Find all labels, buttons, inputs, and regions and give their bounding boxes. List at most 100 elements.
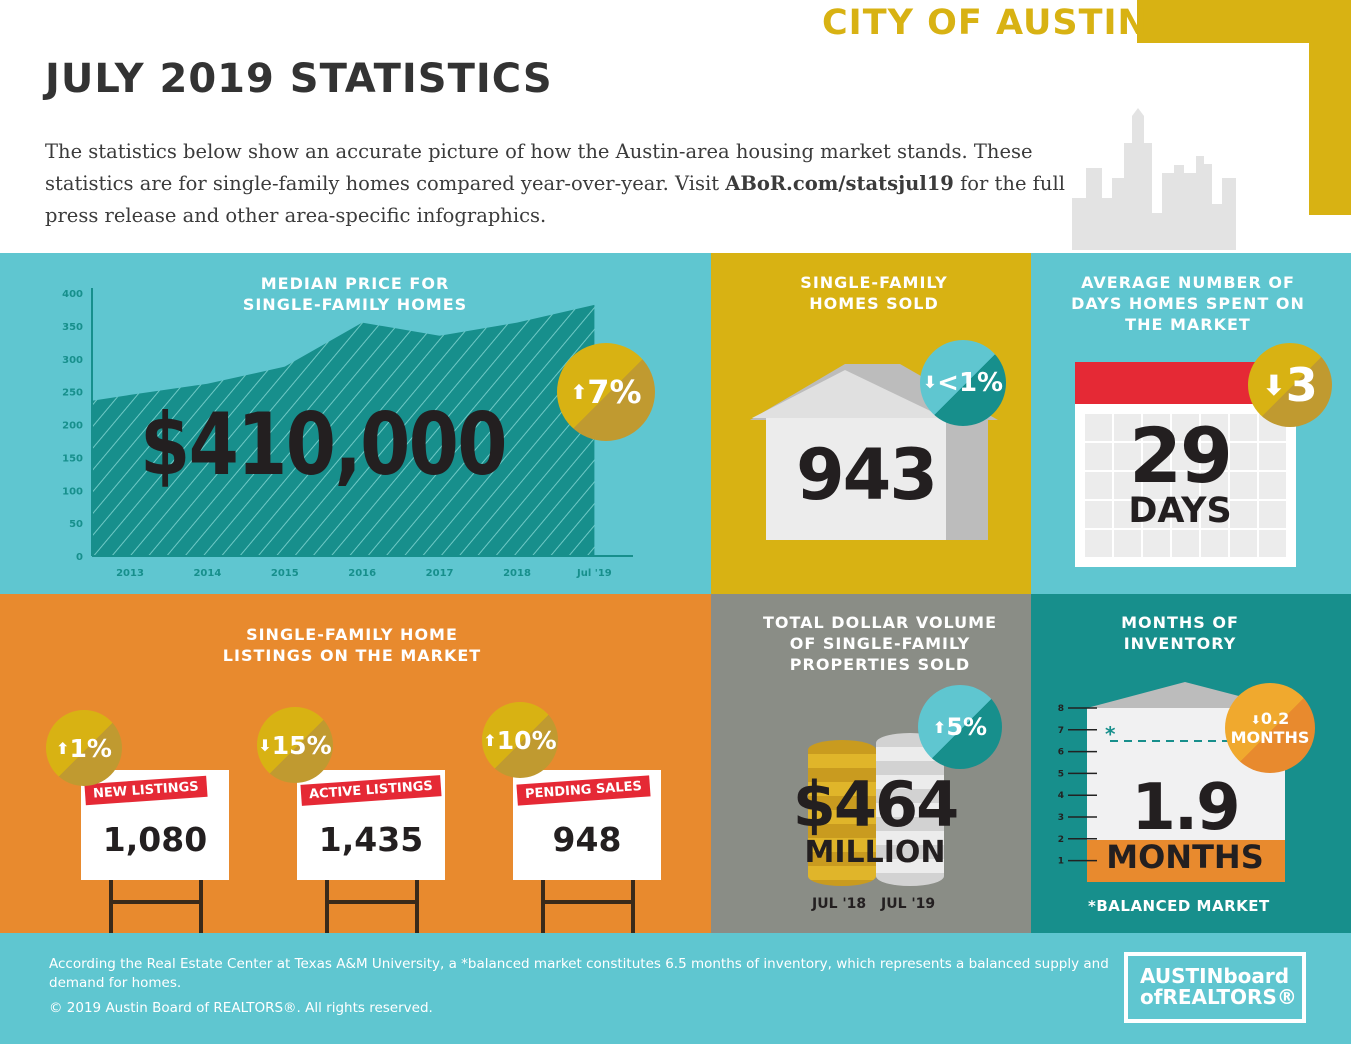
footer-note: According the Real Estate Center at Texa… — [49, 956, 1109, 991]
page-title: JULY 2019 STATISTICS — [45, 56, 553, 102]
dollar-volume-title: TOTAL DOLLAR VOLUME OF SINGLE-FAMILY PROPE… — [740, 612, 1020, 675]
title-line: AVERAGE NUMBER OF — [1081, 273, 1295, 292]
x-tick-label: Jul '19 — [576, 568, 612, 579]
change-value: 5% — [946, 713, 988, 741]
median-price-value: $410,000 — [140, 395, 508, 495]
intro-text: The statistics below show an accurate pi… — [45, 136, 1105, 232]
intro-part: for the full press release and other are… — [45, 172, 1065, 227]
change-value: 3 — [1285, 358, 1318, 412]
scale-tick-label: 7 — [1058, 726, 1064, 736]
house-icon — [750, 364, 998, 540]
median-price-change-badge: ⬆ 7% — [557, 343, 655, 441]
listing-value: 1,080 — [102, 820, 208, 859]
footer-copyright: © 2019 Austin Board of REALTORS®. All ri… — [49, 1000, 433, 1016]
change-value: 7% — [587, 373, 642, 411]
arrow-down-icon: ⬇ — [1262, 368, 1286, 402]
title-line: SINGLE-FAMILY HOME — [246, 625, 458, 644]
abor-logo[interactable]: AUSTINboard ofREALTORS® — [1124, 952, 1306, 1023]
x-tick-label: 2018 — [503, 568, 531, 579]
median-price-chart: 0 50 100 150 200 250 300 350 400 2013 2014 2015 2016… — [62, 288, 633, 579]
x-tick-label: 2016 — [348, 568, 376, 579]
title-line: LISTINGS ON THE MARKET — [222, 646, 482, 665]
y-tick-label: 200 — [62, 421, 83, 432]
listing-label: ACTIVE LISTINGS — [300, 775, 442, 806]
skyline-icon — [1072, 108, 1236, 250]
change-value: <1% — [937, 368, 1004, 398]
label-jul18: JUL '18 — [812, 896, 867, 912]
coin-stack-jul18-icon — [808, 740, 876, 886]
scale-tick-label: 2 — [1058, 835, 1064, 845]
change-value: 0.2 — [1260, 708, 1290, 728]
label-jul19: JUL '19 — [881, 896, 936, 912]
homes-sold-value: 943 — [795, 434, 938, 516]
median-price-title: MEDIAN PRICE FOR SINGLE-FAMILY HOMES — [205, 273, 505, 315]
change-value: 15% — [271, 730, 332, 760]
title-line: INVENTORY — [1123, 634, 1237, 653]
change-unit: MONTHS — [1230, 727, 1310, 747]
days-change-badge: ⬇ 3 — [1248, 343, 1332, 427]
listing-value: 1,435 — [318, 820, 424, 859]
listing-sign: ACTIVE LISTINGS 1,435 — [297, 770, 445, 880]
sign-post — [325, 878, 329, 933]
listing-change-badge: ⬆ 1% — [46, 710, 122, 786]
inventory-value: 1.9 — [1131, 771, 1240, 845]
logo-line: AUSTINboard — [1140, 964, 1290, 988]
x-tick-label: 2014 — [193, 568, 221, 579]
title-line: MEDIAN PRICE FOR — [260, 274, 450, 293]
change-value: 10% — [496, 725, 557, 755]
sign-rail — [325, 900, 419, 904]
homes-sold-change-badge: ⬇ <1% — [920, 340, 1006, 426]
title-line: PROPERTIES SOLD — [789, 655, 971, 674]
sign-post — [541, 878, 545, 933]
y-tick-label: 250 — [62, 388, 83, 399]
scale-tick-label: 4 — [1058, 791, 1064, 801]
y-tick-label: 300 — [62, 355, 83, 366]
scale-tick-label: 6 — [1058, 748, 1064, 758]
listing-label: PENDING SALES — [516, 775, 651, 806]
days-unit: DAYS — [1128, 491, 1232, 531]
title-line: THE MARKET — [1125, 315, 1251, 334]
arrow-down-icon: ⬇ — [922, 373, 938, 393]
arrow-up-icon: ⬆ — [932, 717, 947, 737]
x-tick-label: 2015 — [271, 568, 299, 579]
change-value: 1% — [69, 733, 112, 763]
title-line: MONTHS OF — [1121, 613, 1239, 632]
arrow-up-icon: ⬆ — [56, 738, 70, 758]
arrow-down-icon: ⬇ — [1250, 712, 1261, 727]
scale-tick-label: 1 — [1058, 857, 1064, 867]
sign-post — [109, 878, 113, 933]
arrow-up-icon: ⬆ — [570, 380, 588, 404]
sign-post — [199, 878, 203, 933]
scale-tick-label: 3 — [1058, 813, 1064, 823]
sign-post — [415, 878, 419, 933]
logo-line: ofREALTORS® — [1140, 985, 1297, 1009]
arrow-down-icon: ⬇ — [258, 735, 272, 755]
inventory-title: MONTHS OF INVENTORY — [1080, 612, 1280, 654]
gold-frame-side — [1309, 0, 1351, 215]
dollar-volume-value: $464 — [792, 768, 960, 841]
days-title: AVERAGE NUMBER OF DAYS HOMES SPENT ON THE … — [1051, 272, 1325, 335]
listing-sign: PENDING SALES 948 — [513, 770, 661, 880]
inventory-unit: MONTHS — [1106, 838, 1264, 876]
arrow-up-icon: ⬆ — [483, 730, 497, 750]
dollar-volume-change-badge: ⬆ 5% — [918, 685, 1002, 769]
median-price-area — [91, 304, 595, 556]
title-line: SINGLE-FAMILY HOMES — [242, 295, 468, 314]
scale-tick-label: 8 — [1058, 704, 1064, 714]
listing-change-badge: ⬇ 15% — [257, 707, 333, 783]
press-release-link[interactable]: ABoR.com/statsjul19 — [725, 172, 954, 195]
y-tick-label: 400 — [62, 289, 83, 300]
y-tick-label: 100 — [62, 486, 83, 497]
balanced-market-footnote: *BALANCED MARKET — [1088, 897, 1270, 915]
scale-tick-label: 5 — [1058, 769, 1064, 779]
sign-post — [631, 878, 635, 933]
y-tick-label: 350 — [62, 322, 83, 333]
listing-sign: NEW LISTINGS 1,080 — [81, 770, 229, 880]
days-value: 29 — [1129, 411, 1233, 500]
sign-rail — [541, 900, 635, 904]
y-tick-label: 50 — [69, 519, 83, 530]
balanced-marker: * — [1105, 722, 1116, 746]
inventory-change-badge: ⬇0.2 MONTHS — [1225, 683, 1315, 773]
title-line: TOTAL DOLLAR VOLUME — [762, 613, 998, 632]
sign-rail — [109, 900, 203, 904]
